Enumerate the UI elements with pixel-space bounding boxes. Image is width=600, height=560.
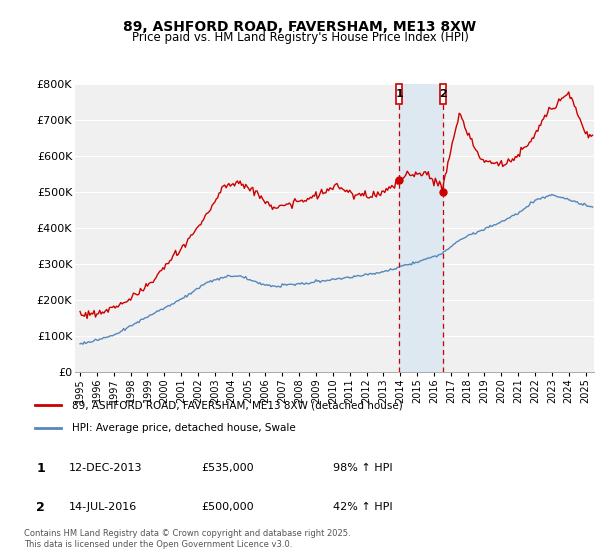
Text: Contains HM Land Registry data © Crown copyright and database right 2025.
This d: Contains HM Land Registry data © Crown c… bbox=[24, 529, 350, 549]
Text: 12-DEC-2013: 12-DEC-2013 bbox=[69, 463, 143, 473]
Text: HPI: Average price, detached house, Swale: HPI: Average price, detached house, Swal… bbox=[71, 423, 295, 433]
FancyBboxPatch shape bbox=[396, 84, 403, 104]
Text: 1: 1 bbox=[395, 89, 403, 99]
Text: 1: 1 bbox=[36, 461, 45, 475]
Text: 89, ASHFORD ROAD, FAVERSHAM, ME13 8XW: 89, ASHFORD ROAD, FAVERSHAM, ME13 8XW bbox=[124, 20, 476, 34]
Text: £500,000: £500,000 bbox=[201, 502, 254, 512]
Text: 89, ASHFORD ROAD, FAVERSHAM, ME13 8XW (detached house): 89, ASHFORD ROAD, FAVERSHAM, ME13 8XW (d… bbox=[71, 400, 402, 410]
Text: 2: 2 bbox=[36, 501, 45, 514]
Text: 14-JUL-2016: 14-JUL-2016 bbox=[69, 502, 137, 512]
Text: £535,000: £535,000 bbox=[201, 463, 254, 473]
Text: Price paid vs. HM Land Registry's House Price Index (HPI): Price paid vs. HM Land Registry's House … bbox=[131, 31, 469, 44]
Bar bbox=[400, 84, 443, 372]
Text: 98% ↑ HPI: 98% ↑ HPI bbox=[333, 463, 392, 473]
Text: 42% ↑ HPI: 42% ↑ HPI bbox=[333, 502, 392, 512]
Text: 2: 2 bbox=[439, 89, 447, 99]
FancyBboxPatch shape bbox=[440, 84, 446, 104]
